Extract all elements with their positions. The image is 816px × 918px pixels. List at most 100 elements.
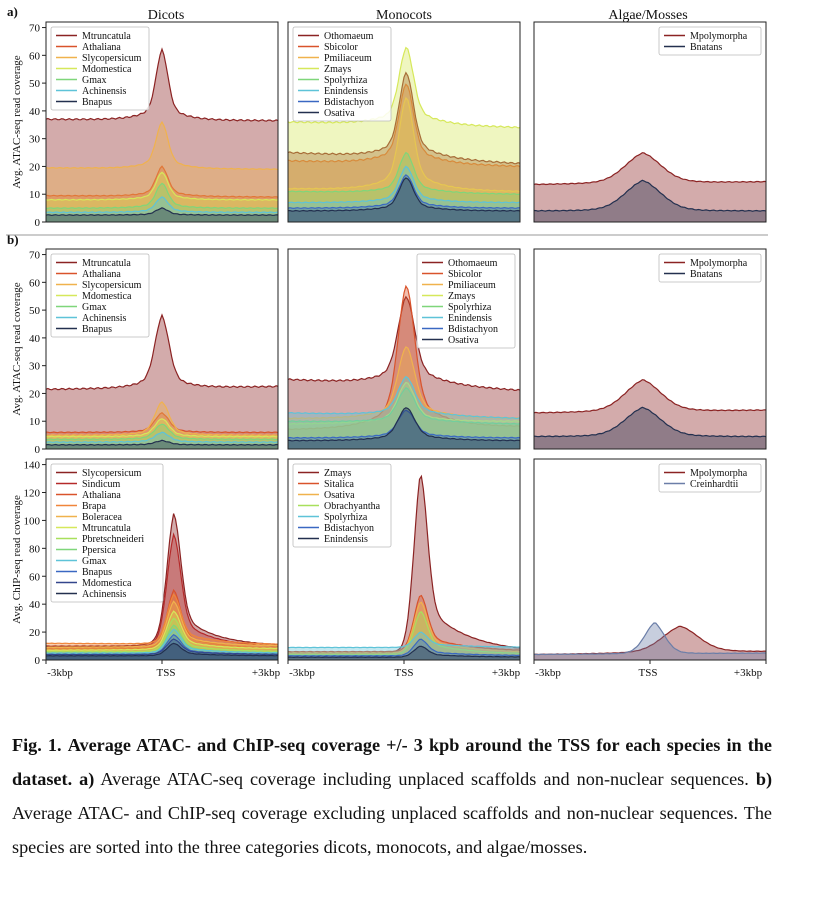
area-Enindensis: [288, 376, 520, 449]
area-Bnapus: [46, 207, 278, 222]
legend-entry: Spolyrhiza: [324, 512, 368, 523]
row-label-a: a): [7, 4, 18, 19]
line-Mtruncatula: [46, 610, 278, 651]
y-tick-label: 50: [29, 78, 41, 90]
legend-entry: Bnatans: [690, 269, 722, 280]
line-Othomaeum: [288, 295, 520, 392]
legend-entry: Pmiliaceum: [324, 53, 372, 64]
legend-entry: Mpolymorpha: [690, 31, 748, 42]
x-tick-label-right: +3kbp: [252, 667, 281, 679]
legend: ZmaysSitalicaOsativaObrachyanthaSpolyrhi…: [292, 463, 392, 548]
legend-entry: Othomaeum: [448, 258, 498, 269]
caption-a-label: a): [79, 769, 95, 789]
legend-entry: Enindensis: [448, 313, 492, 324]
legend-box: [50, 26, 150, 111]
area-Spolyrhiza: [288, 632, 520, 660]
x-tick-label-right: +3kbp: [492, 667, 521, 679]
plot-area: [288, 474, 520, 660]
y-tick-label: 50: [29, 305, 41, 317]
line-Achinensis: [46, 431, 278, 444]
panel-frame: [45, 248, 279, 450]
line-Pmiliaceum: [288, 96, 520, 193]
y-tick-label: 70: [29, 250, 41, 262]
legend-entry: Ppersica: [82, 545, 116, 556]
y-tick-label: 10: [29, 416, 41, 428]
legend-entry: Mdomestica: [82, 578, 132, 589]
legend-box: [416, 253, 516, 349]
x-axis-algae: -3kbp TSS +3kbp: [535, 667, 762, 679]
line-Bnatans: [534, 406, 766, 438]
line-Slycopersicum: [46, 401, 278, 437]
legend: OthomaeumSbicolorPmiliaceumZmaysSpolyrhi…: [292, 26, 392, 122]
line-Bnapus: [46, 207, 278, 217]
legend-entry: Bnapus: [82, 324, 112, 335]
line-Slycopersicum: [46, 120, 278, 171]
legend-entry: Bnapus: [82, 567, 112, 578]
legend-entry: Sbicolor: [324, 42, 359, 53]
figure-canvas: a) b) Dicots Monocots Algae/Mosses -3kbp…: [6, 4, 768, 679]
line-Bdistachyon: [288, 409, 520, 439]
line-Osativa: [288, 601, 520, 654]
area-Zmays: [288, 47, 520, 222]
line-Brapa: [46, 593, 278, 645]
area-Creinhardtii: [534, 623, 766, 660]
line-Bdistachyon: [288, 638, 520, 657]
legend-entry: Mtruncatula: [82, 31, 131, 42]
figure-caption: Fig. 1. Average ATAC- and ChIP-seq cover…: [12, 728, 772, 864]
y-tick-label: 60: [29, 277, 41, 289]
plot-area: [534, 379, 766, 449]
y-tick-label: 30: [29, 134, 41, 146]
plot-area: [46, 513, 278, 660]
area-Spolyrhiza: [288, 152, 520, 222]
panel-c-monocots: ZmaysSitalicaOsativaObrachyanthaSpolyrhi…: [287, 458, 521, 664]
caption-fig-label: Fig. 1.: [12, 735, 62, 755]
line-Enindensis: [288, 165, 520, 204]
legend-entry: Bdistachyon: [448, 324, 498, 335]
plot-area: [46, 47, 278, 222]
y-tick-label: 60: [29, 50, 41, 62]
area-Mpolymorpha: [534, 626, 766, 660]
legend-entry: Obrachyantha: [324, 501, 381, 512]
area-Othomaeum: [288, 296, 520, 449]
legend-entry: Athaliana: [82, 490, 121, 501]
area-Sbicolor: [288, 286, 520, 449]
legend-box: [658, 463, 762, 493]
legend-entry: Sitalica: [324, 479, 355, 490]
caption-b-text: Average ATAC- and ChIP-seq coverage excl…: [12, 803, 772, 857]
panel-b-dicots: 0 10 20 30 40 50 60 70 Avg. ATAC-seq read covera…: [11, 248, 279, 456]
area-Gmax: [46, 629, 278, 660]
caption-bold-title: Average ATAC- and ChIP-seq coverage +/- …: [12, 735, 772, 789]
caption-a-text: Average ATAC-seq coverage including unpl…: [100, 769, 749, 789]
legend-entry: Achinensis: [82, 86, 127, 97]
legend-entry: Othomaeum: [324, 31, 374, 42]
legend-box: [658, 26, 762, 56]
area-Spolyrhiza: [288, 387, 520, 449]
legend-box: [50, 463, 164, 603]
legend-entry: Mdomestica: [82, 291, 132, 302]
area-Boleracea: [46, 601, 278, 660]
area-Osativa: [288, 178, 520, 222]
legend-entry: Osativa: [324, 108, 355, 119]
line-Obrachyantha: [288, 611, 520, 656]
legend-entry: Bnapus: [82, 97, 112, 108]
legend-entry: Slycopersicum: [82, 53, 142, 64]
y-tick-label: 20: [29, 388, 41, 400]
area-Pmiliaceum: [288, 97, 520, 222]
line-Mdomestica: [46, 171, 278, 201]
area-Achinensis: [46, 643, 278, 660]
y-axis-label: Avg. ChIP-seq read coverage: [11, 495, 23, 624]
column-title-dicots: Dicots: [148, 8, 185, 23]
legend-entry: Mtruncatula: [82, 523, 131, 534]
line-Bnatans: [534, 179, 766, 212]
y-tick-label: 60: [29, 571, 41, 583]
panel-frame: [287, 21, 521, 223]
area-Enindensis: [288, 166, 520, 222]
y-tick-label: 80: [29, 543, 41, 555]
legend-entry: Zmays: [324, 64, 351, 75]
area-Othomaeum: [288, 72, 520, 222]
y-tick-label: 120: [24, 488, 41, 500]
legend: OthomaeumSbicolorPmiliaceumZmaysSpolyrhi…: [416, 253, 516, 349]
